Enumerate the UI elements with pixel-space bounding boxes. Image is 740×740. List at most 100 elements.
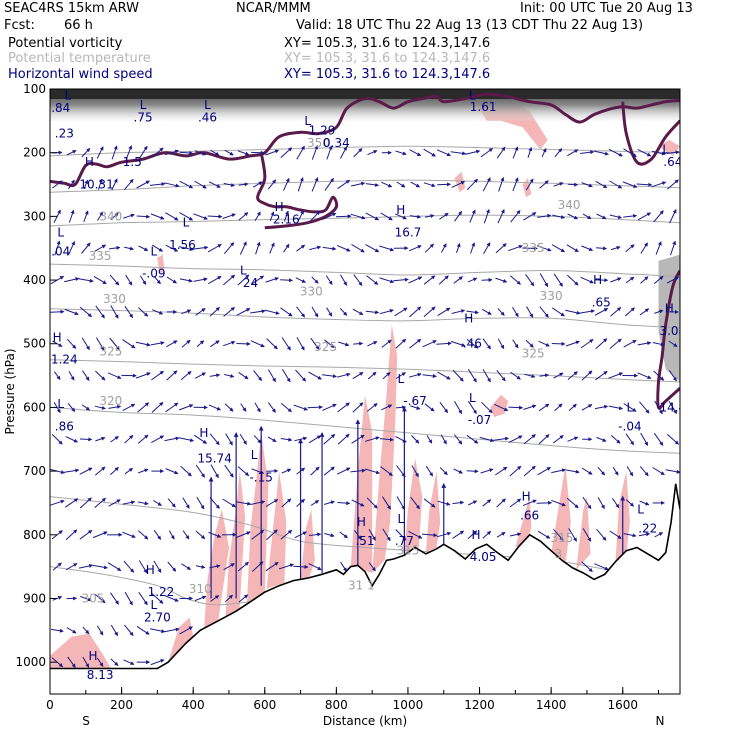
wind-vector <box>296 244 306 252</box>
wind-vector <box>50 309 65 314</box>
theta-label: 335 <box>522 241 545 255</box>
wind-vector <box>107 562 122 572</box>
pv-extremum-label: L <box>469 391 476 405</box>
wind-vector <box>278 563 295 570</box>
x-tick-label: 400 <box>182 698 205 712</box>
wind-vector <box>323 466 335 476</box>
wind-vector <box>111 145 118 160</box>
wind-vector <box>65 529 78 540</box>
wind-vector <box>565 309 581 315</box>
wind-vector <box>581 370 593 381</box>
wind-vector <box>336 467 351 475</box>
wind-vector <box>338 341 350 347</box>
wind-vector <box>238 371 249 380</box>
pv-extremum-label: 10.31 <box>79 178 113 192</box>
wind-vector <box>209 307 220 317</box>
wind-vector <box>308 371 322 380</box>
wind-vector <box>339 531 348 539</box>
wind-vector <box>108 404 122 409</box>
wind-vector <box>567 213 579 220</box>
wind-vector <box>409 149 422 157</box>
y-tick-label: 700 <box>23 464 46 478</box>
wind-vector <box>326 145 333 160</box>
wind-vector <box>151 401 164 413</box>
wind-vector <box>296 306 306 318</box>
wind-vector <box>81 337 90 351</box>
wind-vector <box>368 529 376 541</box>
wind-vector <box>625 276 635 284</box>
wind-vector <box>269 242 275 254</box>
wind-vector <box>137 434 149 444</box>
wind-vector <box>610 277 622 283</box>
wind-vector <box>339 307 348 316</box>
wind-vector <box>467 277 478 283</box>
pv-extremum-label: L <box>637 502 644 516</box>
wind-vector <box>580 339 594 349</box>
wind-vector <box>124 246 134 251</box>
wind-vector <box>95 305 105 319</box>
wind-vector <box>97 178 103 190</box>
wind-vector <box>124 305 134 319</box>
wind-vector <box>235 501 252 506</box>
wind-vector <box>281 498 292 508</box>
wind-vector <box>453 276 463 284</box>
wind-vector <box>94 466 106 476</box>
wind-vector <box>508 405 524 410</box>
wind-vector <box>308 435 322 444</box>
wind-vector <box>295 277 307 283</box>
wind-vector <box>53 401 61 414</box>
wind-vector <box>667 179 679 190</box>
wind-vector <box>122 500 136 505</box>
pv-extremum-label: 1.22 <box>148 585 175 599</box>
wind-vector <box>666 150 680 155</box>
wind-vector <box>82 370 90 381</box>
wind-vector <box>311 145 319 160</box>
wind-vector <box>293 404 308 411</box>
wind-vector <box>196 496 205 510</box>
pv-contour <box>256 152 339 230</box>
wind-vector <box>267 436 277 443</box>
pv-extremum-label: 14.4 <box>659 400 686 414</box>
potential-vorticity-contours <box>50 92 680 410</box>
wind-vector <box>466 178 478 191</box>
wind-vector <box>137 530 149 540</box>
wind-vector <box>83 179 89 189</box>
wind-vector <box>68 370 75 381</box>
field-theta-name: Potential temperature <box>8 51 151 66</box>
wind-vector <box>469 209 476 223</box>
theta-label: 325 <box>99 344 122 358</box>
wind-vector <box>110 436 119 443</box>
wind-vector <box>64 277 80 283</box>
wind-vector <box>122 403 136 412</box>
pv-contour <box>621 101 680 166</box>
wind-vector <box>167 498 176 508</box>
wind-vector <box>250 340 265 348</box>
wind-vector <box>296 145 305 160</box>
wind-vector <box>138 307 149 317</box>
wind-vector <box>166 340 178 348</box>
field-pv-name: Potential vorticity <box>8 36 123 51</box>
wind-vector <box>364 468 381 475</box>
wind-vector <box>652 467 665 476</box>
pv-extremum-label: 1.24 <box>51 353 78 367</box>
wind-vector <box>225 433 233 446</box>
wind-vector <box>512 177 519 192</box>
wind-vector <box>456 242 461 253</box>
wind-vector <box>297 177 304 192</box>
terrain-mask <box>50 483 680 694</box>
wind-vector <box>539 306 549 318</box>
wind-vector <box>568 528 577 542</box>
wind-vector <box>366 275 379 285</box>
y-tick-label: 100 <box>23 82 46 96</box>
pv-contour <box>50 92 680 188</box>
wind-vector <box>122 531 136 538</box>
wind-vector <box>666 433 680 445</box>
x-tick-label: 600 <box>253 698 276 712</box>
pv-extremum-label: H <box>146 563 155 577</box>
init-time: Init: 00 UTC Tue 20 Aug 13 <box>520 1 693 16</box>
wind-vector <box>653 210 664 223</box>
wind-vector <box>166 276 177 284</box>
wind-vector <box>251 275 265 285</box>
wind-vector <box>210 595 220 602</box>
plot-frame <box>49 88 681 695</box>
